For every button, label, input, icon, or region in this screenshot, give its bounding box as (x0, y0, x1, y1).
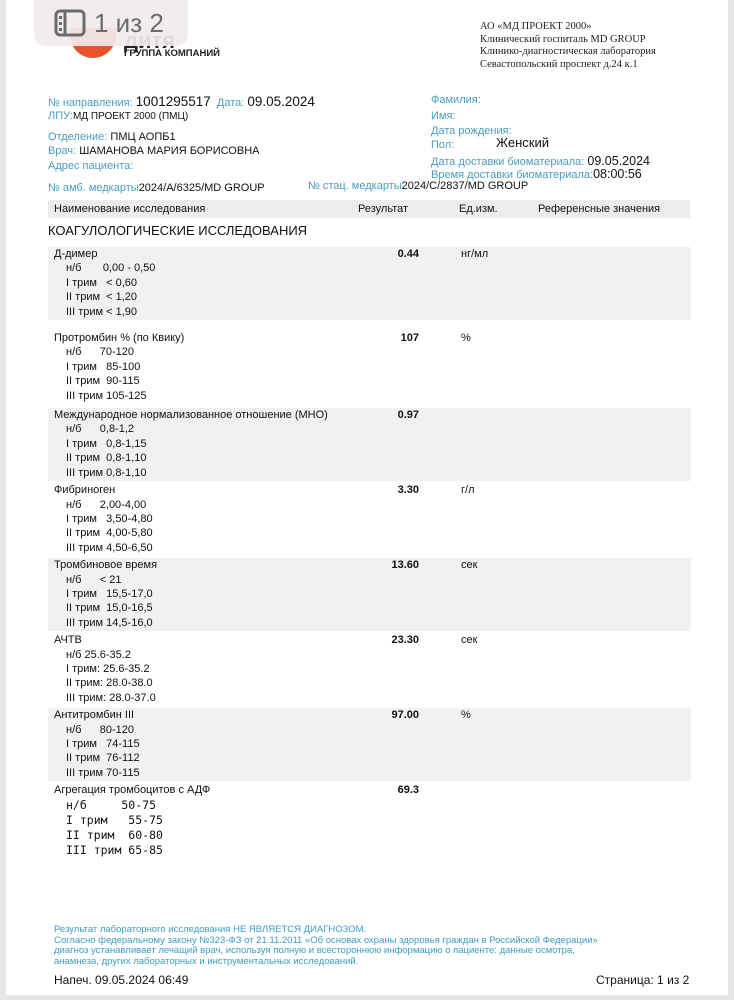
table-row: Фибриноген н/б 2,00-4,00 I трим 3,50-4,80 I… (48, 483, 691, 556)
disclaimer-line: диагноз устанавливает лечащий врач, испо… (54, 945, 575, 956)
referral-field: № направления: 1001295517 Дата: 09.05.20… (48, 94, 315, 109)
result-value: 13.60 (391, 559, 419, 572)
logo-subtitle: ГРУППА КОМПАНИЙ (124, 48, 220, 59)
unit: % (461, 332, 471, 345)
reference-range: н/б 0,00 - 0,50 (66, 262, 156, 275)
surname-field: Фамилия: (431, 94, 481, 106)
test-name: АЧТВ (54, 634, 82, 647)
reference-range: I трим < 0,60 (66, 276, 138, 289)
reference-range: н/б 25.6-35.2 (66, 648, 131, 661)
org-line: АО «МД ПРОЕКТ 2000» (480, 21, 592, 32)
department-field: Отделение: ПМЦ АОПБ1 (48, 131, 176, 143)
reference-range: I трим 55-75 (66, 812, 163, 827)
result-value: 0.97 (397, 409, 419, 422)
organization-info: АО «МД ПРОЕКТ 2000» Клинический госпитал… (480, 21, 656, 71)
org-line: Клинико-диагностическая лаборатория (480, 46, 656, 57)
test-name: Тромбиновое время (54, 559, 158, 572)
disclaimer-line: Согласно федеральному закону №323-ФЗ от … (54, 934, 598, 946)
reference-range: III трим 70-115 (66, 766, 140, 779)
disclaimer: Результат лабораторного исследования НЕ … (54, 924, 704, 967)
report-page: дитя ГРУППА КОМПАНИЙ АО «МД ПРОЕКТ 2000»… (6, 0, 728, 995)
table-row: Д-димер н/б 0,00 - 0,50 I трим < 0,60 II тр… (48, 247, 691, 321)
table-row: Протромбин % (по Квику) н/б 70-120 I трим … (48, 331, 691, 404)
unit: сек (461, 634, 478, 647)
amb-card-field: № амб. медкарты2024/A/6325/MD GROUP (48, 182, 265, 194)
reference-range: I трим 74-115 (66, 738, 140, 750)
reference-range: II трим 76-112 (66, 752, 140, 765)
result-value: 3.30 (397, 484, 419, 497)
reference-range: III трим 4,50-6,50 (66, 541, 153, 554)
reference-range: н/б 50-75 (66, 797, 157, 812)
column-header: Референсные значения (538, 203, 661, 215)
page-indicator[interactable]: 1 из 2 (34, 0, 188, 46)
reference-range: II трим: 28.0-38.0 (66, 677, 153, 690)
test-name: Д-димер (54, 248, 98, 260)
reference-range: н/б < 21 (66, 573, 122, 586)
result-value: 69.3 (397, 784, 419, 797)
reference-range: III трим 65-85 (66, 842, 163, 857)
address-field: Адрес пациента: (48, 160, 134, 172)
result-value: 107 (400, 332, 419, 345)
lpu-field: ЛПУ:МД ПРОЕКТ 2000 (ПМЦ) (48, 110, 189, 122)
unit: г/л (461, 484, 475, 497)
org-line: Севастопольский проспект д.24 к.1 (480, 58, 638, 70)
delivery-time-field: Время доставки биоматериала:08:00:56 (431, 167, 642, 181)
result-value: 0.44 (397, 248, 419, 260)
reference-range: II трим < 1,20 (66, 291, 138, 304)
sidebar-icon (54, 9, 86, 37)
disclaimer-line: анамнеза, других лабораторных и инструме… (54, 955, 359, 967)
table-row: Международное нормализованное отношение … (48, 408, 691, 482)
column-header: Наименование исследования (54, 203, 206, 215)
stat-card-field: № стац. медкарты2024/C/2837/MD GROUP (308, 180, 529, 192)
table-row: Агрегация тромбоцитов с АДФ н/б 50-75 I тр… (48, 783, 691, 858)
unit: сек (461, 559, 478, 572)
reference-range: III трим < 1,90 (66, 305, 138, 318)
reference-range: II трим 15,0-16,5 (66, 602, 153, 615)
table-row: Тромбиновое время н/б < 21 I трим 15,5-17,… (48, 558, 691, 632)
table-header: Наименование исследования Результат Ед.и… (48, 200, 690, 218)
result-value: 97.00 (391, 709, 419, 722)
reference-range: I трим 0,8-1,15 (66, 437, 147, 450)
reference-range: I трим 3,50-4,80 (66, 512, 153, 525)
birthdate-field: Дата рождения: (431, 125, 512, 137)
test-name: Протромбин % (по Квику) (54, 332, 185, 345)
reference-range: н/б 80-120 (66, 723, 135, 736)
printed-date: Напеч. 09.05.2024 06:49 (54, 973, 189, 987)
reference-range: III трим 14,5-16,0 (66, 616, 153, 629)
reference-range: II трим 60-80 (66, 827, 163, 842)
test-name: Антитромбин III (54, 709, 135, 722)
table-row: АЧТВ н/б 25.6-35.2 I трим: 25.6-35.2 II три… (48, 633, 691, 706)
column-header: Ед.изм. (459, 203, 498, 215)
result-value: 23.30 (391, 634, 419, 647)
results-table: Д-димер н/б 0,00 - 0,50 I трим < 0,60 II тр… (48, 247, 691, 859)
org-line: Клинический госпиталь MD GROUP (480, 33, 646, 45)
name-field: Имя: (431, 110, 456, 122)
reference-range: II трим 4,00-5,80 (66, 527, 153, 540)
table-row: Антитромбин III н/б 80-120 I трим 74-115 II… (48, 708, 691, 782)
disclaimer-line: Результат лабораторного исследования НЕ … (54, 924, 367, 935)
section-title: КОАГУЛОЛОГИЧЕСКИЕ ИССЛЕДОВАНИЯ (48, 223, 308, 238)
reference-range: н/б 0,8-1,2 (66, 423, 135, 436)
reference-range: III трим 105-125 (66, 389, 147, 402)
reference-range: н/б 70-120 (66, 346, 135, 359)
reference-range: I трим 15,5-17,0 (66, 587, 153, 600)
reference-range: III трим 0,8-1,10 (66, 466, 147, 479)
page-indicator-text: 1 из 2 (94, 7, 164, 38)
unit: % (461, 709, 471, 722)
reference-range: I трим: 25.6-35.2 (66, 662, 150, 675)
test-name: Международное нормализованное отношение … (54, 409, 328, 422)
page-number: Страница: 1 из 2 (596, 973, 690, 987)
test-name: Фибриноген (54, 484, 116, 497)
reference-range: II трим 90-115 (66, 375, 140, 388)
reference-range: I трим 85-100 (66, 360, 141, 373)
doctor-field: Врач: ШАМАНОВА МАРИЯ БОРИСОВНА (48, 145, 260, 157)
reference-range: II трим 0,8-1,10 (66, 452, 147, 465)
sex-field: Пол: Женский (431, 135, 549, 151)
reference-range: III трим: 28.0-37.0 (66, 691, 156, 704)
reference-range: н/б 2,00-4,00 (66, 498, 147, 511)
delivery-date-field: Дата доставки биоматериала: 09.05.2024 (431, 154, 650, 168)
unit: нг/мл (461, 248, 489, 260)
test-name: Агрегация тромбоцитов с АДФ (54, 784, 211, 797)
column-header: Результат (358, 203, 409, 215)
